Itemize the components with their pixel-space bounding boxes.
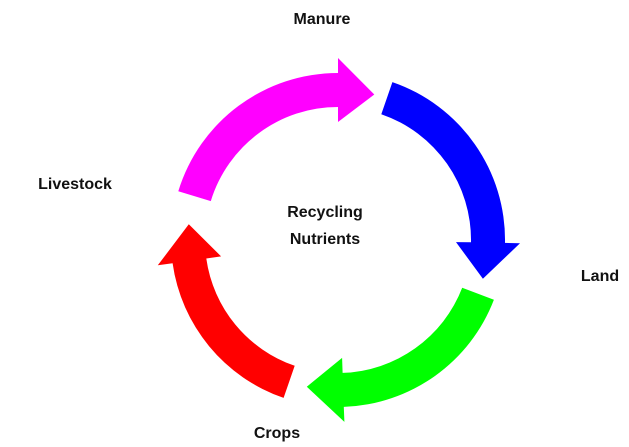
- node-label: Livestock: [38, 176, 112, 193]
- cycle-arrow: [178, 58, 375, 202]
- cycle-arrow: [306, 287, 494, 422]
- center-label: Nutrients: [290, 231, 360, 248]
- node-label: Crops: [254, 425, 300, 442]
- node-label: Land: [581, 268, 619, 285]
- cycle-arrow: [381, 82, 520, 279]
- cycle-arrow: [157, 224, 295, 398]
- center-label: Recycling: [287, 204, 363, 221]
- arrows: [157, 58, 520, 422]
- node-label: Manure: [294, 11, 351, 28]
